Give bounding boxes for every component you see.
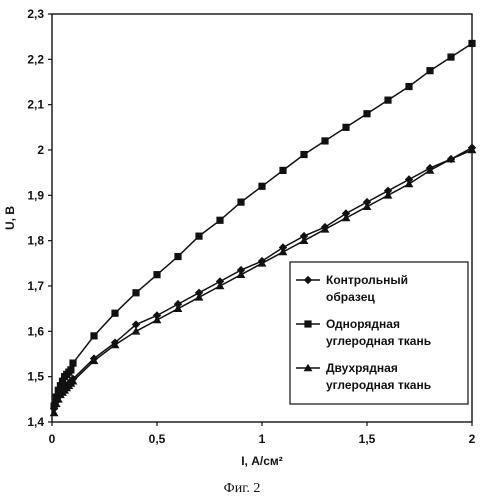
- x-axis-label: I, А/см²: [241, 454, 283, 468]
- y-tick-label: 2,1: [27, 98, 44, 112]
- data-point: [258, 183, 265, 190]
- x-tick-label: 0: [49, 432, 56, 446]
- data-point: [447, 53, 454, 60]
- data-point: [132, 289, 139, 296]
- data-point: [426, 67, 433, 74]
- data-point: [468, 40, 475, 47]
- figure-caption: Фиг. 2: [224, 481, 261, 496]
- x-axis-ticks: 0 0,5 1 1,5 2: [49, 422, 476, 446]
- data-point: [216, 217, 223, 224]
- data-point: [384, 97, 391, 104]
- y-tick-label: 2: [37, 143, 44, 157]
- data-point: [67, 366, 74, 373]
- y-tick-label: 1,9: [27, 188, 44, 202]
- legend-label: углеродная ткань: [326, 334, 431, 348]
- data-point: [237, 199, 244, 206]
- legend-label: углеродная ткань: [326, 378, 431, 392]
- y-tick-label: 2,3: [27, 7, 44, 21]
- y-axis-ticks: 1,4 1,5 1,6 1,7 1,8 1,9 2 2,1 2,2 2,3: [27, 7, 52, 429]
- data-point: [174, 253, 181, 260]
- legend-marker: [304, 320, 311, 327]
- legend: Контрольный образец Однорядная углеродная т…: [290, 262, 468, 404]
- data-point: [405, 83, 412, 90]
- legend-label: Двухрядная: [326, 361, 398, 375]
- x-tick-label: 1,5: [359, 432, 376, 446]
- y-tick-label: 1,8: [27, 234, 44, 248]
- data-point: [342, 124, 349, 131]
- legend-label: образец: [326, 290, 375, 304]
- data-point: [111, 310, 118, 317]
- data-point: [279, 167, 286, 174]
- x-tick-label: 0,5: [149, 432, 166, 446]
- y-tick-label: 1,7: [27, 279, 44, 293]
- data-point: [153, 271, 160, 278]
- data-point: [363, 110, 370, 117]
- y-tick-label: 2,2: [27, 52, 44, 66]
- x-tick-label: 2: [469, 432, 476, 446]
- x-tick-label: 1: [259, 432, 266, 446]
- y-axis-label: U, В: [3, 206, 17, 230]
- y-tick-label: 1,6: [27, 324, 44, 338]
- legend-label: Однорядная: [326, 317, 400, 331]
- data-point: [90, 332, 97, 339]
- data-point: [300, 151, 307, 158]
- y-tick-label: 1,5: [27, 370, 44, 384]
- data-point: [69, 359, 76, 366]
- data-point: [321, 137, 328, 144]
- data-point: [195, 233, 202, 240]
- legend-label: Контрольный: [326, 273, 408, 287]
- y-tick-label: 1,4: [27, 415, 44, 429]
